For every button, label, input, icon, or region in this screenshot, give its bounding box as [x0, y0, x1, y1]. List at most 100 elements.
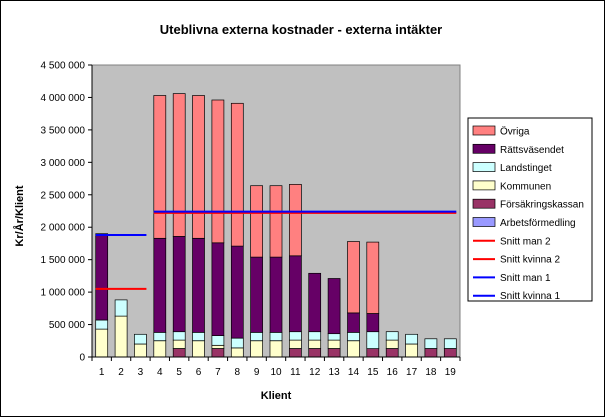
y-tick-label: 1 000 000	[41, 288, 86, 299]
x-tick-label: 11	[290, 367, 301, 378]
bar-landstinget-klient-4	[153, 331, 167, 342]
x-tick-label: 16	[387, 367, 399, 378]
bar-ovriga-klient-5	[172, 93, 186, 237]
x-tick-label: 4	[157, 367, 163, 378]
bar-kommunen-klient-6	[192, 340, 205, 358]
bar-kommunen-klient-14	[347, 340, 360, 358]
bar-landstinget-klient-12	[308, 331, 322, 341]
bar-rattsvasendet-klient-14	[347, 312, 360, 333]
bar-ovriga-klient-9	[250, 185, 263, 258]
legend-label: Rättsväsendet	[500, 145, 564, 156]
legend-label: Snitt kvinna 1	[500, 291, 560, 302]
bar-kommunen-klient-3	[134, 343, 147, 358]
y-tick-label: 4 000 000	[41, 93, 86, 104]
bar-landstinget-klient-7	[211, 335, 225, 346]
bar-landstinget-klient-18	[424, 338, 438, 349]
legend-label: Landstinget	[500, 163, 552, 174]
bar-ovriga-klient-6	[192, 95, 205, 239]
bar-landstinget-klient-15	[366, 331, 380, 349]
legend-label: Kommunen	[500, 181, 551, 192]
x-tick-label: 18	[425, 367, 437, 378]
bar-rattsvasendet-klient-5	[172, 235, 186, 333]
bar-forsakringskassan-klient-11	[289, 348, 302, 358]
bar-kommunen-klient-16	[385, 339, 399, 349]
y-tick-label: 3 500 000	[41, 125, 86, 136]
bar-forsakringskassan-klient-5	[172, 348, 186, 358]
bar-ovriga-klient-8	[230, 102, 244, 247]
legend-label: Snitt kvinna 2	[500, 255, 560, 266]
legend: Övriga Rättsväsendet Landstinget Kommunen Fö…	[467, 117, 593, 302]
legend-swatch-ovriga	[472, 125, 496, 136]
x-tick-label: 5	[176, 367, 182, 378]
bar-forsakringskassan-klient-16	[385, 348, 399, 358]
x-tick-label: 1	[99, 367, 105, 378]
bar-forsakringskassan-klient-18	[424, 348, 438, 358]
bar-rattsvasendet-klient-8	[230, 245, 244, 339]
y-tick-label: 4 500 000	[41, 61, 86, 72]
bar-rattsvasendet-klient-9	[250, 256, 263, 333]
y-tick-label: 3 000 000	[41, 158, 86, 169]
x-tick-label: 3	[138, 367, 144, 378]
x-tick-label: 12	[309, 367, 321, 378]
legend-label: Övriga	[500, 126, 530, 138]
bar-landstinget-klient-17	[405, 333, 418, 345]
bar-ovriga-klient-11	[289, 184, 302, 257]
bar-kommunen-klient-5	[172, 339, 186, 349]
bar-rattsvasendet-klient-6	[192, 237, 205, 333]
legend-swatch-landstinget	[472, 162, 496, 172]
bar-kommunen-klient-13	[327, 339, 341, 349]
bar-kommunen-klient-1	[95, 328, 109, 358]
y-tick-label: 2 000 000	[41, 223, 86, 234]
bars-layer	[95, 93, 457, 358]
legend-label: Försäkringskassan	[500, 200, 584, 211]
bar-ovriga-klient-14	[347, 241, 360, 314]
y-tick-label: 1 500 000	[41, 255, 86, 266]
x-tick-label: 10	[270, 367, 282, 378]
x-tick-label: 7	[215, 367, 221, 378]
bar-landstinget-klient-11	[289, 331, 302, 341]
x-tick-label: 15	[367, 367, 379, 378]
bar-kommunen-klient-12	[308, 339, 322, 349]
legend-swatch-kommunen	[472, 180, 496, 191]
bar-rattsvasendet-klient-11	[289, 255, 302, 333]
x-tick-label: 17	[406, 367, 418, 378]
bar-forsakringskassan-klient-19	[443, 348, 457, 358]
bar-kommunen-klient-17	[405, 343, 418, 358]
chart-title: Uteblivna externa kostnader - externa in…	[160, 22, 443, 37]
legend-swatch-rattsvasendet	[472, 143, 496, 154]
bar-landstinget-klient-14	[347, 331, 360, 342]
x-tick-label: 8	[234, 367, 240, 378]
y-tick-label: 0	[79, 353, 85, 364]
x-tick-label: 2	[118, 367, 124, 378]
bar-rattsvasendet-klient-10	[269, 256, 283, 333]
bar-kommunen-klient-8	[230, 347, 244, 358]
bar-rattsvasendet-klient-13	[327, 278, 341, 335]
bar-kommunen-klient-2	[114, 315, 128, 358]
bar-forsakringskassan-klient-12	[308, 348, 322, 358]
bar-landstinget-klient-3	[134, 333, 147, 345]
bar-ovriga-klient-7	[211, 99, 225, 244]
bar-forsakringskassan-klient-7	[211, 348, 225, 358]
bar-forsakringskassan-klient-13	[327, 348, 341, 358]
x-tick-label: 6	[196, 367, 202, 378]
bar-ovriga-klient-10	[269, 185, 283, 258]
average-lines-layer	[95, 210, 457, 290]
x-tick-label: 9	[254, 367, 260, 378]
bar-ovriga-klient-4	[153, 95, 167, 239]
bar-landstinget-klient-16	[385, 331, 399, 341]
bar-ovriga-klient-15	[366, 241, 380, 314]
axes-layer: 0 500 000 1 000 000 1 500 000 2 000 000 2 500…	[41, 61, 461, 378]
bar-landstinget-klient-19	[443, 338, 457, 349]
bar-kommunen-klient-7	[211, 344, 225, 349]
bar-landstinget-klient-9	[250, 331, 263, 342]
bar-kommunen-klient-11	[289, 339, 302, 349]
bar-kommunen-klient-9	[250, 340, 263, 358]
bar-landstinget-klient-1	[95, 319, 109, 330]
y-axis-label: Kr/År/Klient	[13, 185, 26, 246]
bar-landstinget-klient-13	[327, 333, 341, 341]
bar-landstinget-klient-2	[114, 299, 128, 317]
bar-landstinget-klient-6	[192, 331, 205, 342]
x-tick-label: 14	[348, 367, 360, 378]
